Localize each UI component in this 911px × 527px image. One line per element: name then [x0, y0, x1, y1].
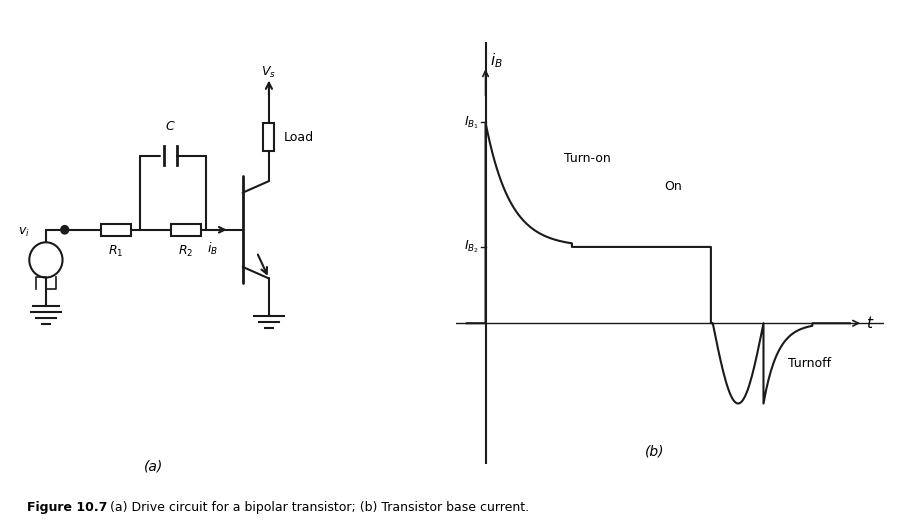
- Text: Load: Load: [284, 131, 314, 143]
- Text: (a): (a): [143, 460, 163, 474]
- Text: $I_{B_2}$: $I_{B_2}$: [464, 239, 479, 255]
- Text: (a) Drive circuit for a bipolar transistor; (b) Transistor base current.: (a) Drive circuit for a bipolar transist…: [106, 501, 528, 514]
- Text: $v_i$: $v_i$: [18, 226, 30, 239]
- Bar: [170, 224, 201, 236]
- Text: $R_2$: $R_2$: [179, 245, 193, 259]
- Bar: [263, 123, 274, 151]
- Text: Turn-on: Turn-on: [565, 152, 611, 165]
- Text: $I_{B_1}$: $I_{B_1}$: [464, 114, 479, 131]
- Circle shape: [61, 226, 68, 234]
- Text: Figure 10.7: Figure 10.7: [27, 501, 107, 514]
- Text: $R_1$: $R_1$: [108, 245, 124, 259]
- Text: On: On: [664, 180, 682, 193]
- Text: $C$: $C$: [165, 120, 176, 133]
- Text: (b): (b): [645, 445, 664, 458]
- Text: $i_B$: $i_B$: [490, 52, 503, 70]
- Text: t: t: [866, 316, 873, 331]
- Bar: [100, 224, 131, 236]
- Text: $i_B$: $i_B$: [207, 241, 218, 257]
- Text: $V_s$: $V_s$: [261, 65, 276, 80]
- Text: Turnoff: Turnoff: [788, 357, 831, 370]
